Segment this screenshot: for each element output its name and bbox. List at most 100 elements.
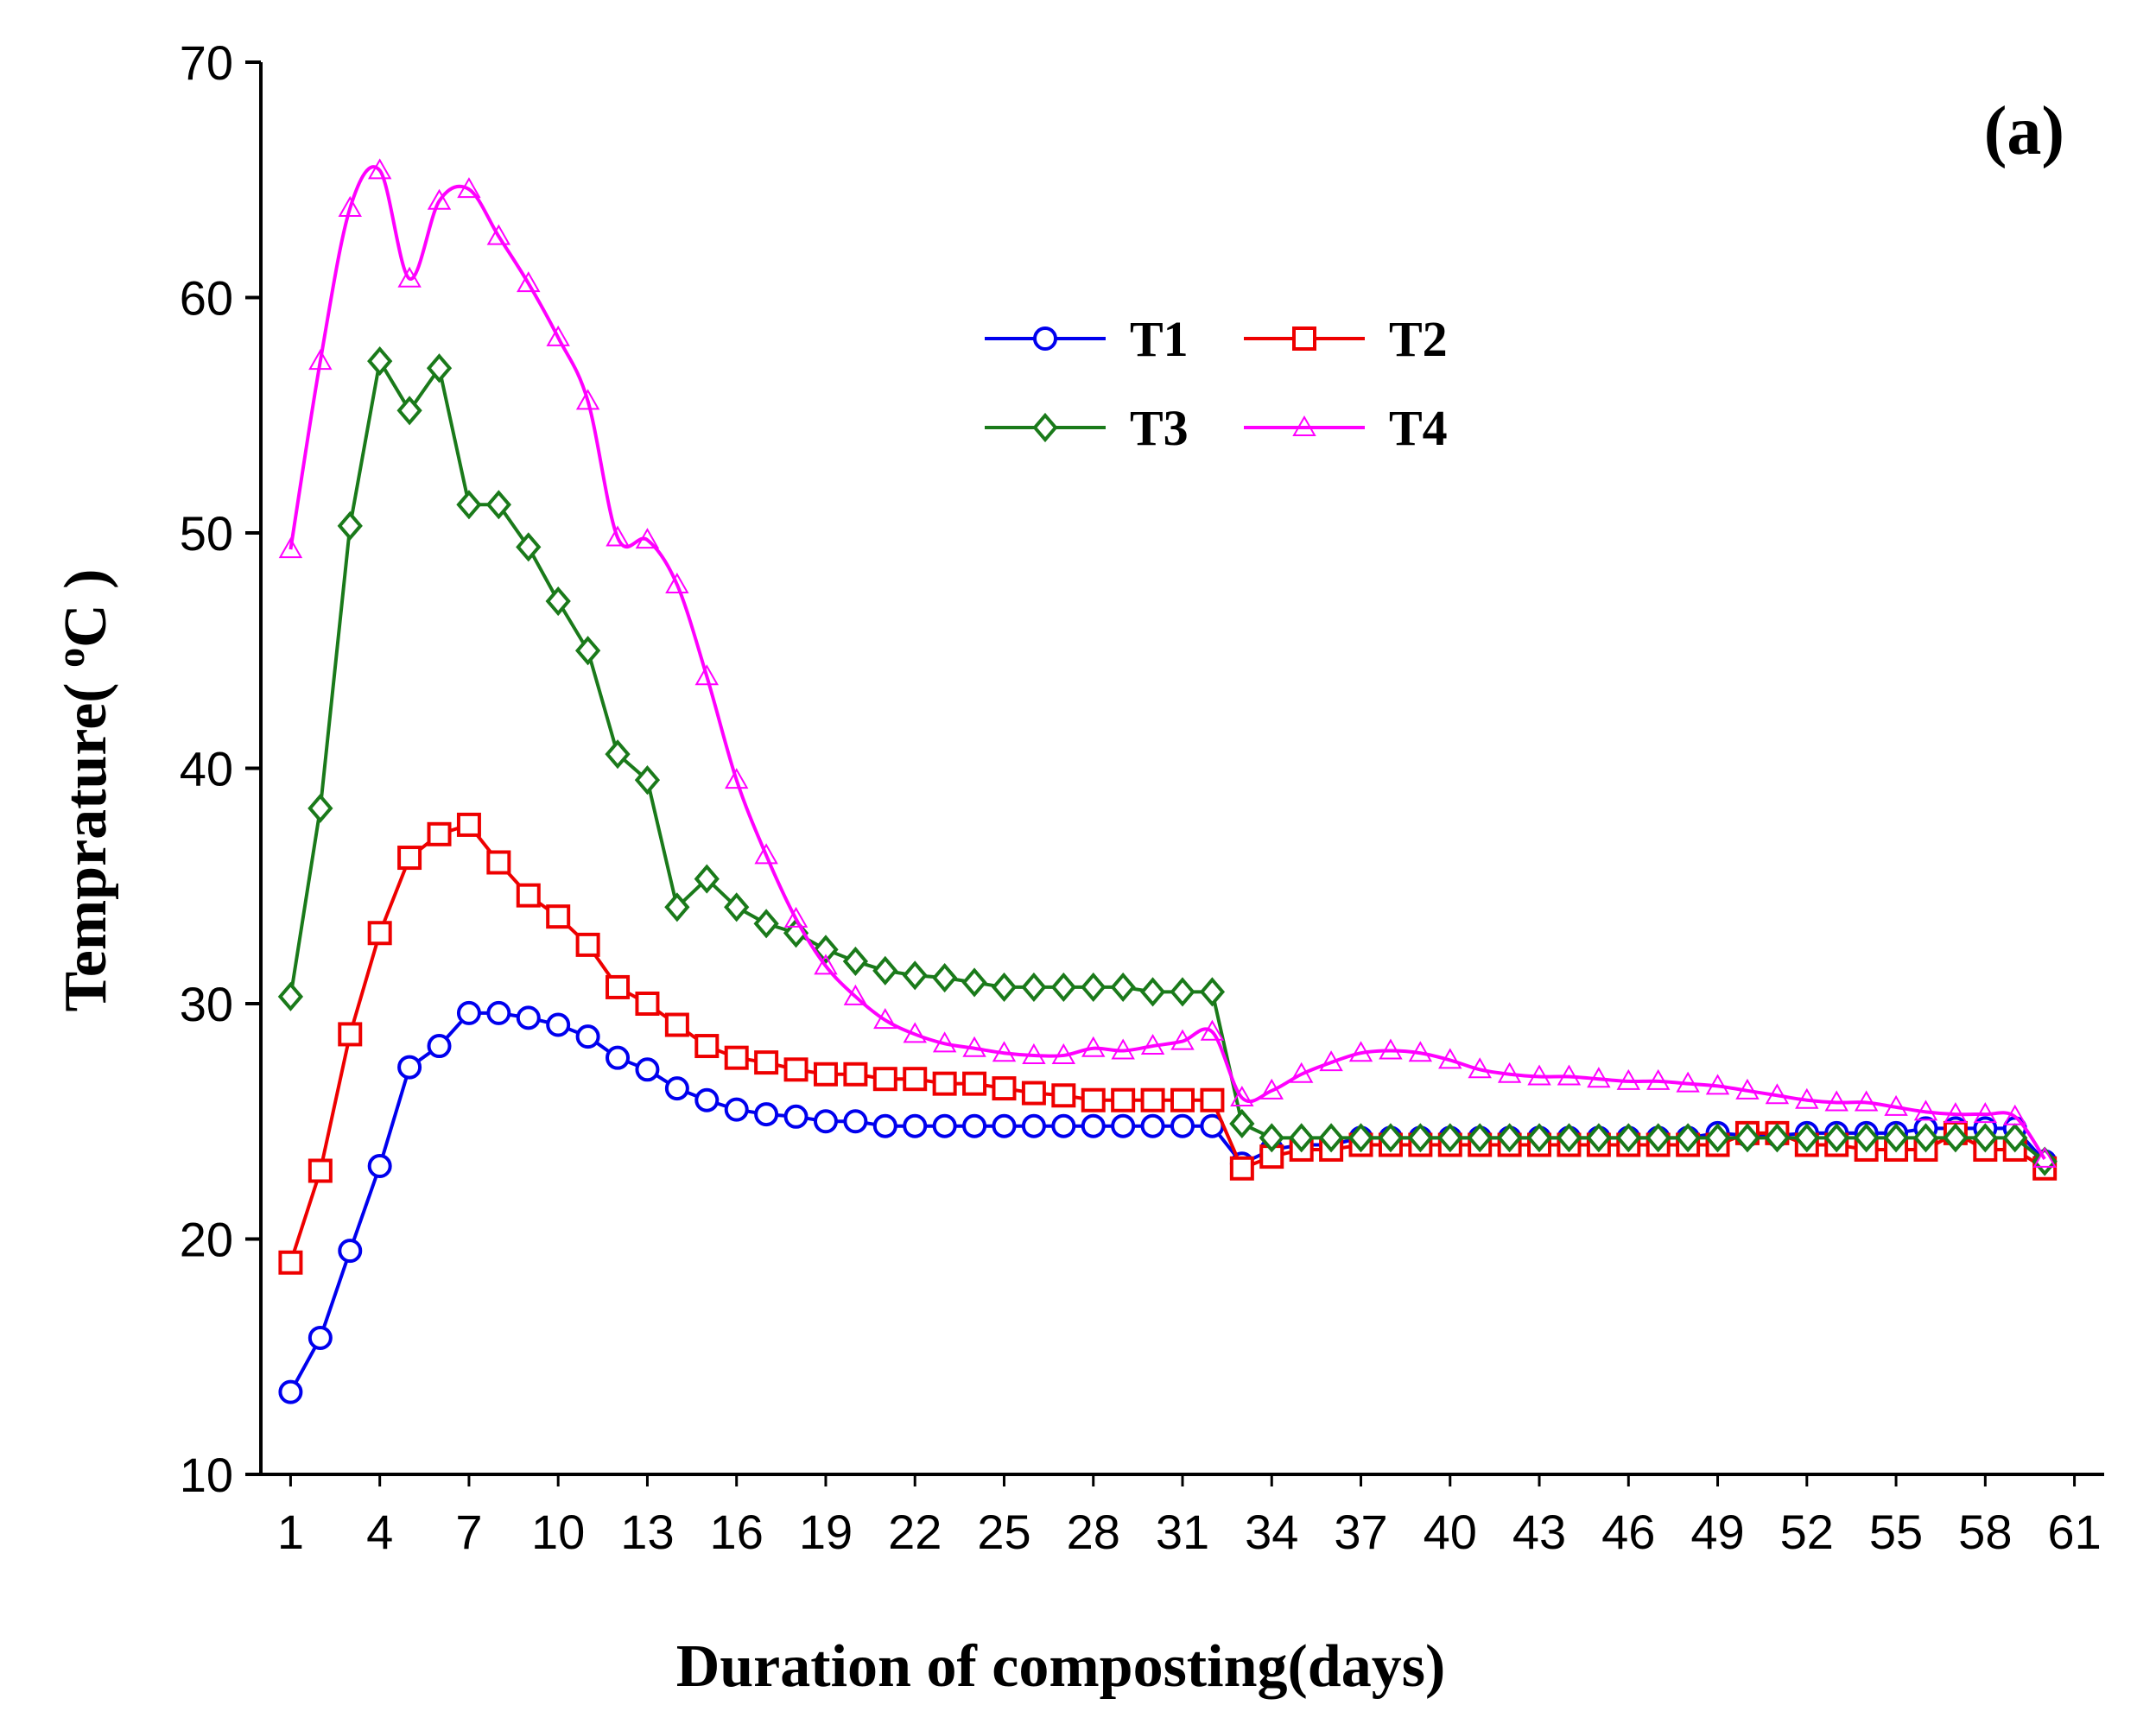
data-point-t4 (1170, 1029, 1195, 1050)
data-point-t3 (694, 864, 720, 894)
data-point-t3 (277, 981, 304, 1011)
data-point-t3 (1050, 972, 1076, 1002)
data-point-t4 (932, 1031, 957, 1053)
x-tick-label: 4 (366, 1505, 393, 1559)
data-point-t1 (903, 1113, 928, 1138)
data-point-t3 (1912, 1123, 1939, 1153)
y-tick-label: 60 (180, 271, 233, 326)
data-point-t3 (1704, 1123, 1731, 1153)
data-point-t4 (1884, 1094, 1908, 1116)
data-point-t4 (843, 984, 868, 1005)
data-point-t2 (1140, 1087, 1165, 1112)
data-point-t2 (992, 1076, 1017, 1101)
data-point-t2 (635, 992, 660, 1016)
data-point-t3 (1883, 1123, 1909, 1153)
data-point-t2 (843, 1062, 868, 1087)
x-tick-label: 25 (977, 1505, 1030, 1559)
data-point-t3 (1854, 1123, 1880, 1153)
data-point-t4 (1259, 1078, 1284, 1100)
data-point-t2 (813, 1062, 838, 1087)
data-point-t1 (783, 1104, 808, 1129)
x-tick-label: 40 (1424, 1505, 1477, 1559)
data-point-t1 (338, 1239, 363, 1264)
series-t4 (278, 158, 2057, 1168)
data-point-t4 (1616, 1068, 1641, 1090)
data-point-t4 (1557, 1064, 1582, 1086)
data-point-t3 (1437, 1123, 1463, 1153)
data-point-t3 (1586, 1123, 1612, 1153)
data-point-t3 (426, 353, 453, 383)
series-line-t4 (289, 165, 2046, 1160)
data-point-t1 (962, 1113, 987, 1138)
data-point-t3 (1170, 977, 1195, 1007)
data-point-t3 (1081, 972, 1107, 1002)
data-point-t2 (338, 1022, 363, 1047)
legend-label: T3 (1130, 400, 1189, 456)
data-point-t3 (396, 396, 422, 426)
x-tick-label: 37 (1334, 1505, 1387, 1559)
data-point-t2 (1021, 1081, 1046, 1106)
data-point-t2 (1200, 1087, 1225, 1112)
data-point-t4 (1348, 1041, 1373, 1062)
data-point-t2 (427, 821, 452, 846)
data-point-t4 (2003, 1104, 2027, 1125)
data-point-t4 (1200, 1019, 1225, 1041)
data-point-t2 (397, 846, 422, 871)
data-point-t4 (694, 664, 720, 686)
data-point-t1 (843, 1109, 868, 1134)
data-point-t3 (1526, 1123, 1552, 1153)
data-point-t3 (724, 892, 750, 922)
legend-marker (1292, 326, 1316, 351)
y-axis-title-suffix: C ) (53, 569, 119, 648)
data-point-t1 (367, 1154, 392, 1179)
data-point-t4 (814, 954, 838, 975)
x-tick-label: 19 (799, 1505, 853, 1559)
data-point-t4 (1854, 1090, 1879, 1112)
series-t1 (278, 1000, 2058, 1404)
data-point-t3 (1021, 972, 1047, 1002)
data-point-t1 (1021, 1113, 1046, 1138)
data-point-t2 (546, 904, 571, 929)
series-line-t3 (289, 359, 2046, 1163)
series-line-t1 (289, 1011, 2046, 1393)
data-point-t4 (1289, 1062, 1314, 1083)
legend-item-t3: T3 (985, 400, 1189, 456)
data-point-t3 (456, 490, 482, 520)
data-point-t1 (813, 1109, 838, 1134)
data-point-t4 (754, 843, 778, 865)
data-point-t3 (961, 967, 987, 998)
legend-label: T2 (1389, 311, 1448, 367)
data-point-t4 (962, 1036, 986, 1057)
data-point-t2 (456, 812, 481, 837)
data-point-t4 (783, 906, 808, 928)
data-point-t3 (1407, 1123, 1433, 1153)
data-point-t3 (1229, 1108, 1255, 1139)
data-point-t3 (1556, 1123, 1582, 1153)
y-axis-title-degree: o (48, 648, 92, 668)
y-tick-label: 30 (180, 977, 233, 1031)
data-point-t3 (1467, 1123, 1493, 1153)
data-point-t4 (1379, 1038, 1403, 1060)
data-point-t4 (1646, 1068, 1671, 1090)
data-point-t4 (1913, 1100, 1938, 1121)
data-point-t4 (903, 1022, 927, 1043)
data-point-t3 (367, 346, 393, 377)
legend-marker (1292, 415, 1316, 436)
data-point-t2 (962, 1071, 987, 1096)
data-point-t4 (1944, 1102, 1968, 1124)
data-point-t2 (783, 1057, 808, 1082)
data-point-t2 (664, 1012, 689, 1037)
data-point-t1 (694, 1087, 720, 1112)
data-point-t1 (872, 1113, 897, 1138)
data-point-t2 (694, 1034, 720, 1059)
x-tick-label: 55 (1869, 1505, 1923, 1559)
legend-marker (1032, 412, 1058, 443)
data-point-t1 (1111, 1113, 1136, 1138)
data-point-t3 (516, 532, 542, 562)
data-point-t1 (992, 1113, 1017, 1138)
data-point-t4 (517, 271, 541, 293)
data-point-t3 (1378, 1123, 1404, 1153)
data-point-t2 (278, 1250, 303, 1275)
data-point-t2 (308, 1158, 333, 1183)
data-point-t3 (753, 909, 779, 939)
